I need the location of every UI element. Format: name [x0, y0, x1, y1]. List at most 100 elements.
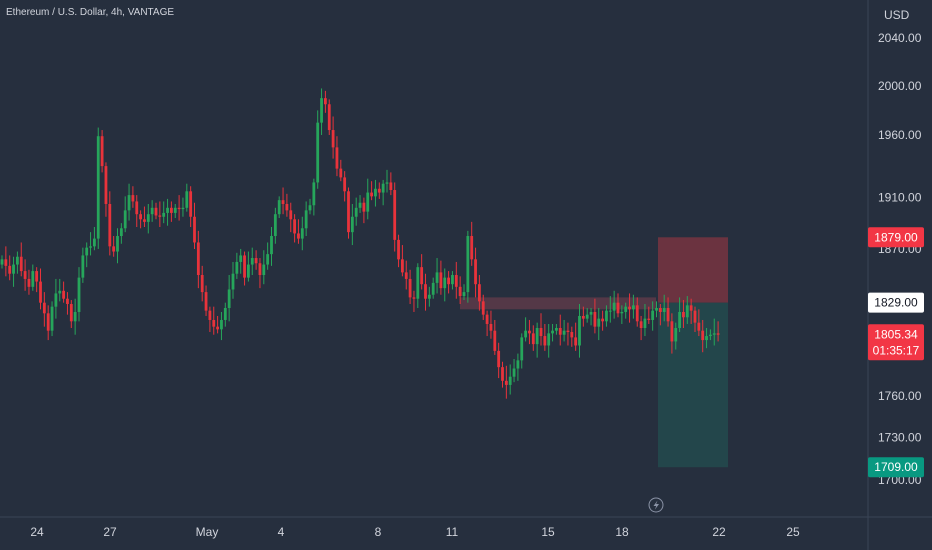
candle [185, 183, 189, 212]
price-tick-label: 2000.00 [878, 79, 922, 93]
candle-body [223, 307, 227, 320]
position-tool[interactable] [460, 237, 728, 468]
candle-body [578, 315, 581, 346]
candle-body [481, 301, 485, 315]
resistance-zone[interactable] [460, 297, 656, 310]
candle [501, 361, 504, 388]
candle [39, 268, 42, 310]
candle [512, 359, 516, 383]
candle-body [655, 307, 658, 311]
candle-body [632, 305, 635, 310]
candle-body [478, 284, 481, 302]
candle-body [670, 321, 674, 342]
candle [347, 187, 350, 239]
candle-body [150, 207, 154, 215]
candle-body [19, 256, 23, 272]
candle-body [308, 205, 312, 211]
time-tick-label: May [196, 525, 219, 539]
candle [685, 296, 689, 324]
candle-body [235, 261, 239, 274]
candle-body [431, 282, 435, 295]
candle [608, 296, 612, 323]
candle [173, 203, 177, 219]
candle-body [327, 104, 331, 131]
candle-body [674, 328, 678, 342]
candle [27, 269, 31, 295]
candle-body [281, 200, 285, 204]
candle [312, 178, 316, 216]
candle-body [66, 298, 69, 305]
time-axis-labels: 24 27 May 4 8 11 15 18 22 25 [30, 525, 800, 539]
candle [77, 267, 81, 322]
candle [474, 247, 477, 298]
candle [339, 159, 343, 182]
candle [635, 297, 639, 327]
candle [46, 305, 50, 341]
candle [177, 195, 181, 221]
candle [516, 353, 520, 381]
stop-loss-zone[interactable] [658, 237, 728, 303]
candle [362, 197, 366, 224]
candle [420, 254, 424, 290]
candle [150, 200, 154, 222]
candle-body [551, 330, 554, 334]
candle-body [608, 310, 612, 312]
candle [85, 242, 89, 268]
candle [227, 275, 231, 322]
candle [12, 256, 15, 287]
candle [4, 246, 8, 277]
candle [331, 116, 335, 159]
candle-body [0, 259, 4, 265]
candle [408, 269, 412, 305]
candle-body [628, 306, 631, 310]
candle-body [42, 302, 46, 314]
time-tick-label: 8 [375, 525, 382, 539]
candle-body [216, 326, 219, 330]
candle [300, 216, 304, 251]
candle [504, 365, 508, 399]
candle [632, 294, 635, 319]
candle-body [100, 136, 104, 167]
take-profit-zone[interactable] [658, 302, 728, 468]
candle [497, 342, 501, 379]
candle-body [697, 322, 701, 331]
candle-body [558, 328, 562, 335]
time-tick-label: 18 [615, 525, 629, 539]
candle [589, 307, 593, 326]
candle-body [8, 265, 12, 274]
candle [135, 195, 139, 228]
candle [439, 260, 443, 295]
candle-body [693, 310, 697, 323]
lightning-icon[interactable] [648, 497, 664, 513]
price-tick-label: 1760.00 [878, 389, 922, 403]
candle-body [662, 307, 666, 312]
candle [597, 307, 601, 341]
candle [701, 319, 705, 353]
candle [593, 298, 597, 334]
candle [247, 251, 250, 282]
candle-body [343, 177, 347, 192]
candle-body [146, 214, 150, 222]
candle-body [374, 188, 377, 197]
candle [716, 321, 720, 342]
candle-body [208, 310, 212, 320]
svg-text:01:35:17: 01:35:17 [873, 343, 920, 357]
candle [316, 110, 320, 189]
candle [485, 310, 489, 337]
candle [273, 207, 277, 244]
candle-body [666, 307, 670, 322]
candle [285, 193, 289, 217]
candle [327, 99, 331, 135]
candle-body [424, 284, 427, 299]
candle-body [316, 122, 320, 183]
candle-body [173, 207, 177, 213]
candle [431, 277, 435, 299]
candle-body [712, 333, 716, 335]
candle-body [447, 277, 450, 285]
candle [146, 203, 150, 234]
candle-body [324, 98, 327, 105]
candle-body [416, 267, 420, 299]
